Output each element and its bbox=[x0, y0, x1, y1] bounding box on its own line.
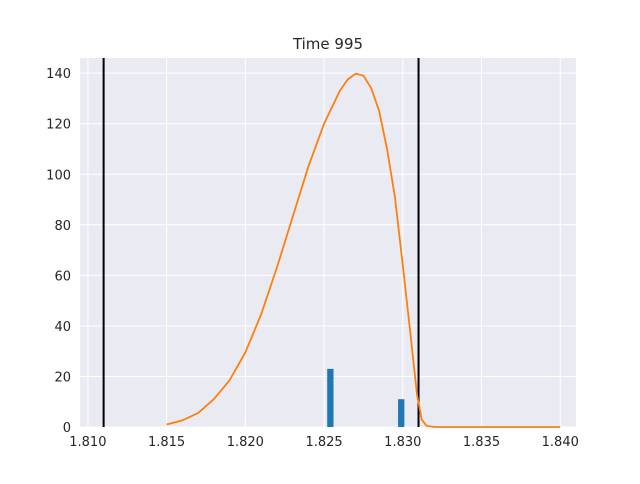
x-axis-tick-labels: 1.810 1.815 1.820 1.825 1.830 1.835 1.840 bbox=[69, 435, 579, 450]
density-curve bbox=[166, 72, 561, 428]
x-tick-label: 1.815 bbox=[148, 435, 185, 450]
y-tick-label: 40 bbox=[54, 320, 71, 335]
density-curve-layer bbox=[166, 72, 561, 428]
y-tick-label: 20 bbox=[54, 370, 71, 385]
x-tick-label: 1.840 bbox=[542, 435, 579, 450]
y-tick-label: 80 bbox=[54, 219, 71, 234]
y-tick-label: 120 bbox=[46, 118, 71, 133]
chart-title: Time 995 bbox=[292, 35, 363, 53]
y-axis-tick-labels: 0 20 40 60 80 100 120 140 bbox=[46, 67, 71, 436]
x-tick-label: 1.830 bbox=[384, 435, 421, 450]
y-tick-label: 0 bbox=[63, 421, 71, 436]
histogram-bar-1 bbox=[327, 368, 334, 427]
y-tick-label: 100 bbox=[46, 168, 71, 183]
x-tick-label: 1.825 bbox=[305, 435, 342, 450]
histogram-bar-2 bbox=[398, 399, 405, 427]
x-tick-label: 1.820 bbox=[227, 435, 264, 450]
histogram-bars bbox=[327, 368, 405, 427]
plot-area bbox=[80, 58, 576, 427]
y-tick-label: 140 bbox=[46, 67, 71, 82]
x-tick-label: 1.835 bbox=[463, 435, 500, 450]
y-tick-label: 60 bbox=[54, 269, 71, 284]
x-tick-label: 1.810 bbox=[69, 435, 106, 450]
vertical-lines bbox=[102, 58, 420, 427]
